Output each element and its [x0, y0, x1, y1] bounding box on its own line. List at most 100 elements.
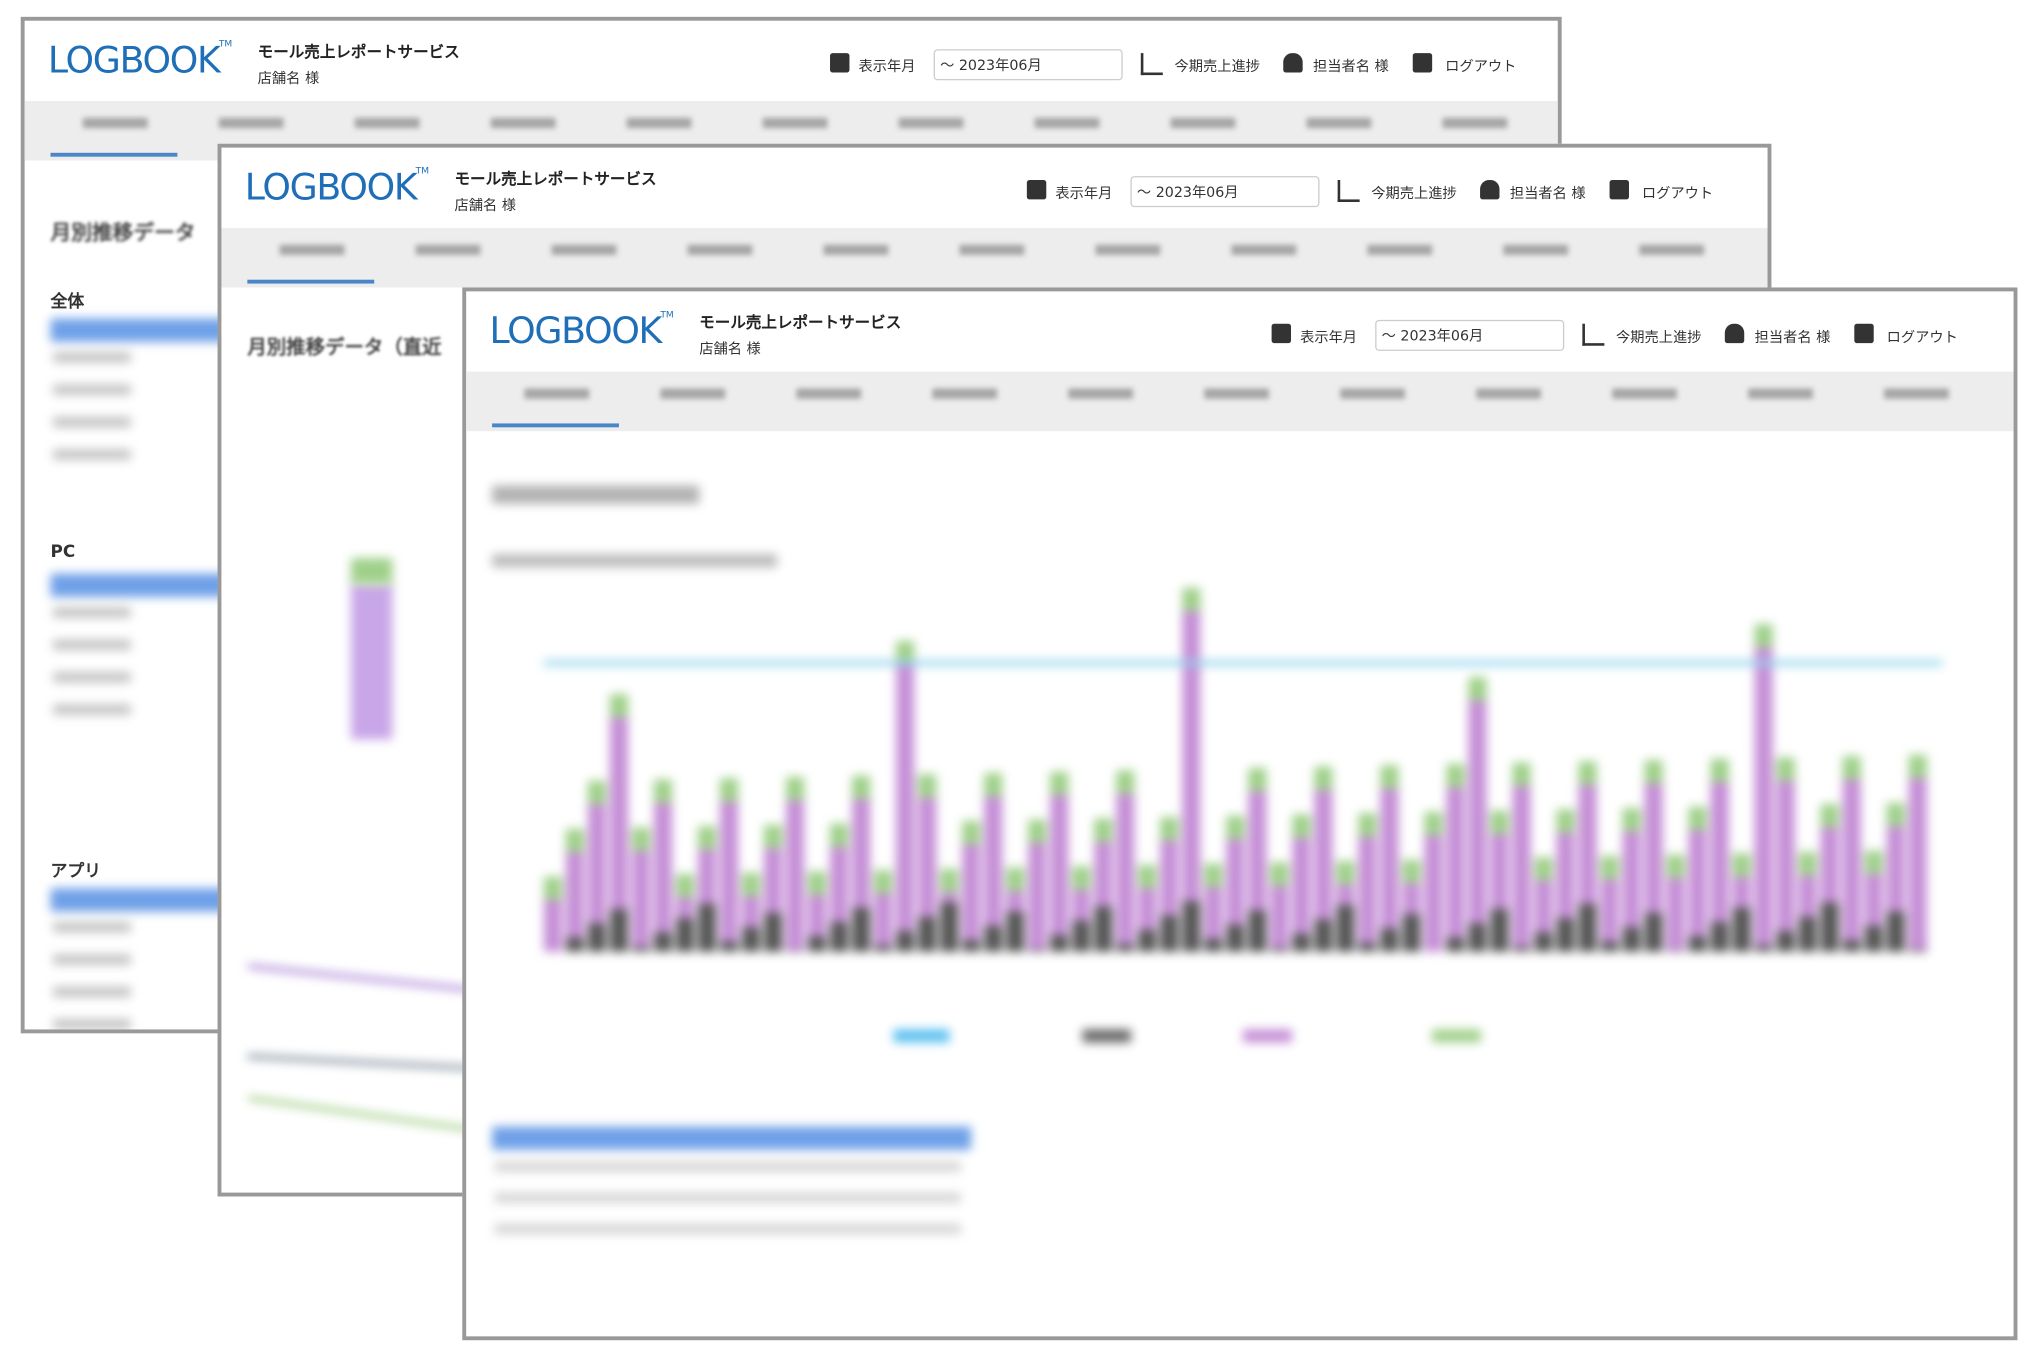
chart-bar	[1534, 857, 1553, 881]
heading: 月別推移データ（直近	[247, 335, 442, 359]
chart-bar	[675, 918, 695, 952]
table-row	[53, 607, 131, 618]
chart-bar	[830, 921, 849, 952]
chart-bar	[1908, 949, 1927, 952]
chart-bar	[1666, 877, 1685, 952]
chart-bar	[1776, 931, 1795, 952]
table-row	[494, 1223, 961, 1235]
chart-bar	[1688, 830, 1707, 952]
chart-bar	[741, 872, 761, 897]
chart-bar	[962, 844, 981, 952]
chart-bar	[1776, 780, 1795, 952]
chart-bar	[1380, 928, 1399, 952]
chart-bar	[1446, 937, 1465, 952]
chart-bar	[1050, 771, 1069, 796]
chart-bar	[940, 902, 959, 952]
nav-tab	[1503, 244, 1569, 256]
chart-bar	[1798, 916, 1817, 952]
nav-bar	[221, 227, 1768, 288]
user-icon	[1724, 323, 1745, 344]
chart-bar	[1754, 624, 1773, 648]
chart-bar	[587, 780, 607, 805]
chart-bar	[786, 776, 805, 801]
chart-bar	[1534, 932, 1553, 952]
nav-tab	[823, 244, 889, 256]
chart-bar	[1182, 587, 1201, 612]
chart-bar	[1842, 940, 1861, 952]
service-name: モール売上レポートサービス	[454, 169, 657, 188]
active-tab-underline	[492, 423, 619, 428]
chart-bar	[1600, 855, 1619, 880]
nav-tab	[354, 117, 420, 129]
period-input: ～ 2023年06月	[1375, 319, 1565, 351]
chart-bar	[1754, 647, 1773, 952]
chart-bar	[609, 909, 629, 952]
chart-bar	[350, 558, 393, 584]
section: 全体	[50, 292, 85, 313]
chart-bar	[1864, 925, 1883, 952]
chart-bar	[1622, 808, 1641, 832]
active-tab-underline	[247, 279, 375, 284]
chart-bar	[1644, 912, 1663, 952]
chart-bar	[1116, 770, 1135, 794]
chart-bar	[1732, 907, 1751, 952]
chart-bar	[896, 640, 915, 665]
chart-bar	[1424, 811, 1443, 836]
chart-bar	[896, 931, 915, 952]
table-row	[53, 954, 131, 965]
chart-bar	[1468, 923, 1487, 952]
chart-bar	[918, 797, 937, 952]
chart-bar	[1116, 793, 1135, 952]
nav-tab	[1639, 244, 1705, 256]
chart-bar	[984, 796, 1003, 952]
table-row	[494, 1161, 961, 1172]
chart-bar	[1138, 864, 1157, 889]
chart-bar	[1666, 950, 1685, 952]
nav-tab	[1748, 388, 1813, 399]
chart-bar	[1402, 859, 1421, 884]
period-input: ～ 2023年06月	[933, 49, 1123, 81]
chart-bar	[741, 927, 761, 952]
store-name: 店舗名 様	[454, 196, 517, 214]
chart-bar	[763, 912, 783, 952]
progress-link: 今期売上進捗	[1616, 328, 1702, 346]
chart-bar	[1446, 763, 1465, 788]
table-header	[50, 318, 232, 342]
nav-tab	[218, 117, 284, 129]
progress-icon	[1140, 53, 1163, 76]
chart-bar	[1710, 921, 1729, 952]
nav-tab	[1442, 117, 1508, 129]
nav-tab	[796, 388, 862, 399]
chart-bar	[1688, 936, 1707, 952]
nav-tab	[932, 388, 998, 399]
service-name: モール売上レポートサービス	[699, 313, 902, 332]
chart-bar	[1270, 947, 1289, 952]
logo: LOGBOOK	[244, 165, 418, 209]
chart-bar	[1402, 914, 1421, 952]
table-row	[53, 352, 131, 363]
chart-bar	[1908, 754, 1927, 779]
active-tab-underline	[50, 152, 178, 157]
logout-link: ログアウト	[1445, 58, 1517, 76]
chart-bar	[609, 717, 629, 952]
period-label: 表示年月	[1055, 185, 1113, 203]
nav-tab	[626, 117, 692, 129]
chart-bar	[940, 868, 959, 893]
window-3: LOGBOOK TM モール売上レポートサービス 店舗名 様 表示年月 ～ 2023年06…	[462, 287, 2018, 1341]
chart-bar	[1776, 757, 1795, 781]
nav-tab	[1367, 244, 1433, 256]
chart-bar	[1820, 902, 1839, 952]
nav-tab	[762, 117, 828, 129]
user-icon	[1283, 53, 1303, 73]
chart-bar	[1886, 911, 1905, 952]
chart-bar	[653, 779, 673, 803]
user-name: 担当者名 様	[1754, 328, 1831, 346]
chart-bar	[896, 664, 915, 952]
chart-bar	[1314, 766, 1333, 790]
chart-bar	[1226, 839, 1245, 952]
chart-bar	[1578, 761, 1597, 785]
nav-tab	[490, 117, 556, 129]
chart-bar	[1314, 789, 1333, 952]
chart-bar	[565, 937, 584, 952]
heading: 月別推移データ	[50, 220, 196, 245]
